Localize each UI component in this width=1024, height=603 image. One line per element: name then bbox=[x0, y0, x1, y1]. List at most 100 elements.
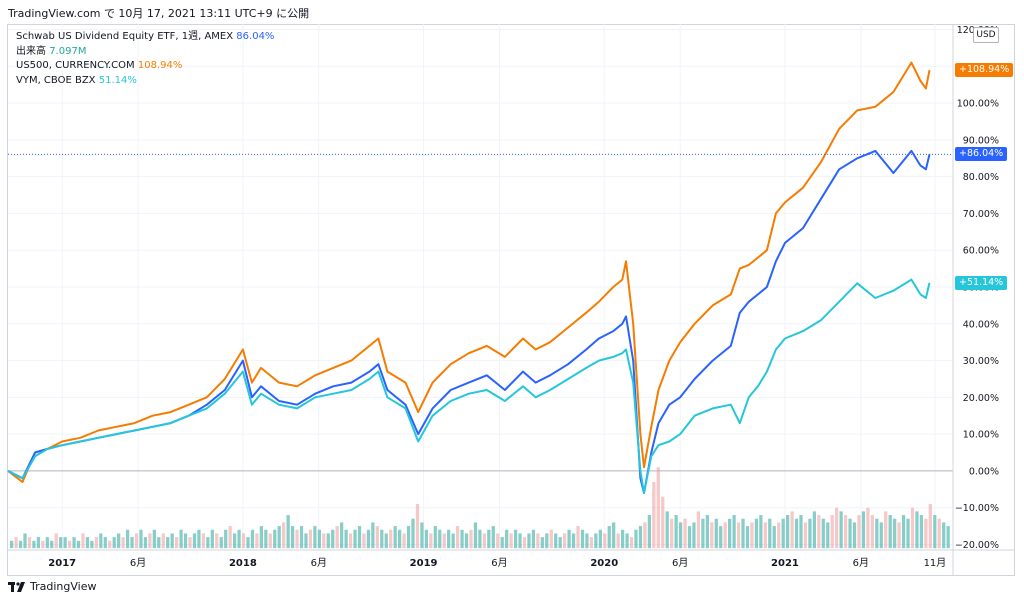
volume-bar bbox=[125, 529, 130, 549]
x-tick-label: 6月 bbox=[491, 557, 507, 569]
volume-bar bbox=[888, 515, 892, 549]
volume-bar bbox=[607, 526, 611, 549]
volume-bar bbox=[527, 533, 531, 549]
series-line bbox=[7, 278, 931, 494]
volume-bar bbox=[371, 522, 375, 549]
volume-bar bbox=[576, 526, 580, 549]
y-tick-label: 80.00% bbox=[963, 172, 999, 183]
series-line bbox=[7, 149, 931, 494]
volume-bar bbox=[643, 522, 647, 549]
volume-bar bbox=[830, 515, 834, 549]
volume-bar bbox=[117, 533, 121, 549]
chart-legend: Schwab US Dividend Equity ETF, 1週, AMEX … bbox=[16, 30, 274, 88]
volume-bar bbox=[478, 529, 482, 549]
volume-bar bbox=[554, 533, 558, 549]
volume-bar bbox=[139, 529, 143, 549]
brand-label: TradingView bbox=[30, 580, 97, 593]
volume-bar bbox=[857, 515, 861, 549]
volume-bar bbox=[612, 522, 616, 549]
volume-bar bbox=[482, 533, 486, 549]
tradingview-logo-icon bbox=[8, 581, 25, 592]
volume-bar bbox=[634, 529, 638, 549]
legend-value: 51.14% bbox=[98, 74, 137, 86]
legend-row-vym[interactable]: VYM, CBOE BZX 51.14% bbox=[16, 74, 274, 89]
volume-bar bbox=[277, 526, 281, 549]
legend-row-schd[interactable]: Schwab US Dividend Equity ETF, 1週, AMEX … bbox=[16, 30, 274, 45]
volume-bar bbox=[348, 533, 353, 549]
volume-bar bbox=[438, 529, 442, 549]
volume-bar bbox=[353, 529, 357, 549]
volume-bar bbox=[81, 533, 85, 549]
volume-bar bbox=[500, 537, 504, 549]
volume-bar bbox=[433, 526, 437, 549]
volume-bar bbox=[652, 481, 656, 549]
currency-button[interactable]: USD bbox=[973, 27, 999, 43]
volume-bar bbox=[750, 522, 754, 549]
publish-header: TradingView.com で 10月 17, 2021 13:11 UTC… bbox=[8, 7, 310, 20]
footer-brand[interactable]: TradingView bbox=[8, 580, 96, 593]
volume-bar bbox=[656, 467, 660, 549]
x-tick-label: 2021 bbox=[771, 558, 799, 569]
volume-bar bbox=[683, 518, 687, 549]
legend-name: 出来高 bbox=[16, 45, 46, 57]
volume-bar bbox=[340, 522, 344, 549]
volume-bar bbox=[875, 518, 879, 549]
volume-bar bbox=[861, 511, 866, 549]
volume-bar bbox=[513, 529, 518, 549]
legend-row-us500[interactable]: US500, CURRENCY.COM 108.94% bbox=[16, 59, 274, 74]
volume-bar bbox=[629, 537, 634, 549]
volume-bar bbox=[696, 511, 701, 549]
volume-bar bbox=[331, 529, 335, 549]
volume-bar bbox=[924, 518, 928, 549]
legend-row-volume[interactable]: 出来高 7.097M bbox=[16, 45, 274, 60]
volume-bar bbox=[705, 515, 709, 549]
volume-bar bbox=[723, 522, 727, 549]
volume-bar bbox=[148, 533, 152, 549]
volume-bar bbox=[496, 533, 500, 549]
y-tick-label: 20.00% bbox=[963, 393, 999, 404]
volume-bar bbox=[620, 529, 625, 549]
volume-bar bbox=[250, 529, 255, 549]
volume-bar bbox=[580, 529, 585, 549]
volume-bar bbox=[206, 537, 210, 549]
volume-bar bbox=[112, 537, 116, 549]
y-tick-label: −20.00% bbox=[955, 540, 999, 551]
volume-bar bbox=[728, 518, 732, 549]
x-tick-label: 11月 bbox=[924, 557, 947, 569]
volume-bar bbox=[103, 537, 107, 549]
volume-bar bbox=[549, 529, 553, 549]
volume-bar bbox=[772, 526, 776, 549]
volume-bar bbox=[741, 518, 745, 549]
x-tick-label: 2018 bbox=[229, 558, 257, 569]
volume-bar bbox=[375, 526, 379, 549]
volume-bar bbox=[732, 515, 736, 549]
volume-bar bbox=[910, 507, 915, 549]
volume-bar bbox=[674, 515, 678, 549]
volume-bar bbox=[661, 496, 665, 549]
x-tick-label: 2020 bbox=[590, 558, 618, 569]
volume-bar bbox=[616, 533, 620, 549]
volume-bar bbox=[821, 518, 825, 549]
y-tick-label: 40.00% bbox=[963, 319, 999, 330]
volume-bar bbox=[224, 529, 228, 549]
x-tick-label: 2019 bbox=[410, 558, 438, 569]
volume-bar bbox=[589, 537, 594, 549]
volume-bar bbox=[335, 526, 339, 549]
volume-bar bbox=[290, 526, 295, 549]
volume-bar bbox=[411, 518, 415, 549]
volume-bar bbox=[469, 529, 473, 549]
volume-bar bbox=[246, 537, 250, 549]
volume-bar bbox=[344, 529, 348, 549]
volume-bar bbox=[313, 526, 317, 549]
volume-bar bbox=[420, 522, 424, 549]
volume-bar bbox=[928, 504, 932, 549]
volume-bar bbox=[32, 540, 36, 549]
volume-bar bbox=[179, 529, 183, 549]
volume-bar bbox=[692, 522, 696, 549]
volume-bar bbox=[638, 526, 643, 549]
volume-bar bbox=[121, 537, 125, 549]
y-tick-label: 60.00% bbox=[963, 246, 999, 257]
y-tick-label: 90.00% bbox=[963, 135, 999, 146]
volume-bar bbox=[402, 533, 406, 549]
